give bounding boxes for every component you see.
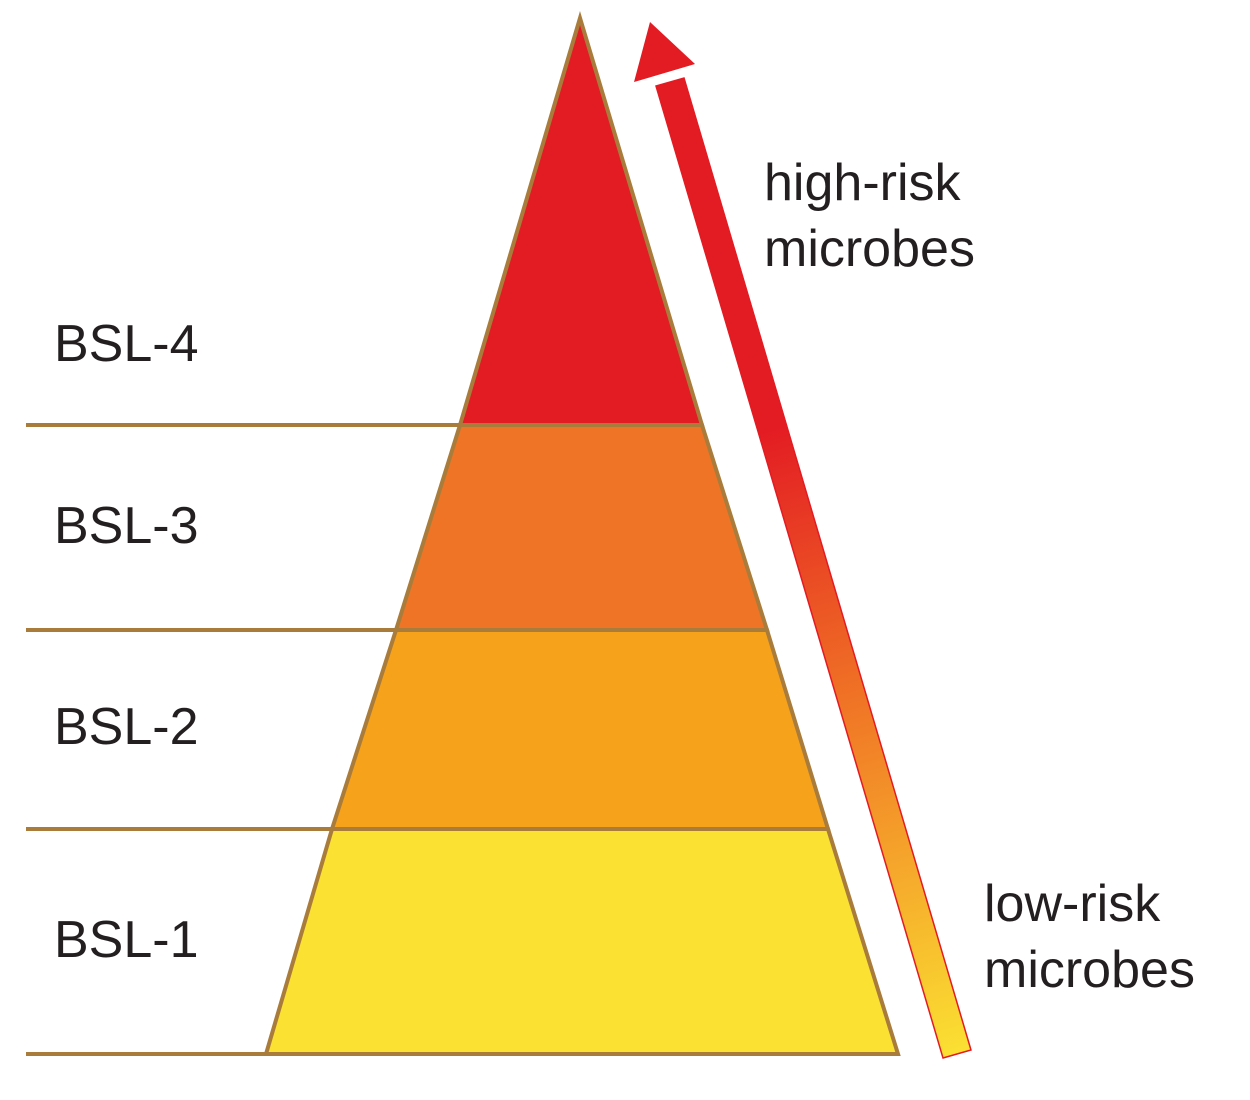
- label-bsl-2: BSL-2: [54, 698, 199, 756]
- low-risk-line-1: low-risk: [984, 875, 1161, 933]
- tier-bsl-4: [457, 10, 705, 427]
- risk-arrow: [634, 22, 972, 1059]
- low-risk-label: low-risk microbes: [984, 871, 1195, 1003]
- low-risk-line-2: microbes: [984, 941, 1195, 999]
- high-risk-line-1: high-risk: [764, 154, 961, 212]
- high-risk-line-2: microbes: [764, 220, 975, 278]
- label-bsl-3: BSL-3: [54, 497, 199, 555]
- label-bsl-4: BSL-4: [54, 315, 199, 373]
- risk-arrowhead-icon: [634, 22, 695, 82]
- high-risk-label: high-risk microbes: [764, 150, 975, 282]
- risk-arrow-shaft: [655, 77, 972, 1059]
- tier-bsl-2: [329, 628, 831, 831]
- label-bsl-1: BSL-1: [54, 911, 199, 969]
- tier-bsl-3: [393, 423, 770, 632]
- tier-bsl-1: [263, 827, 901, 1056]
